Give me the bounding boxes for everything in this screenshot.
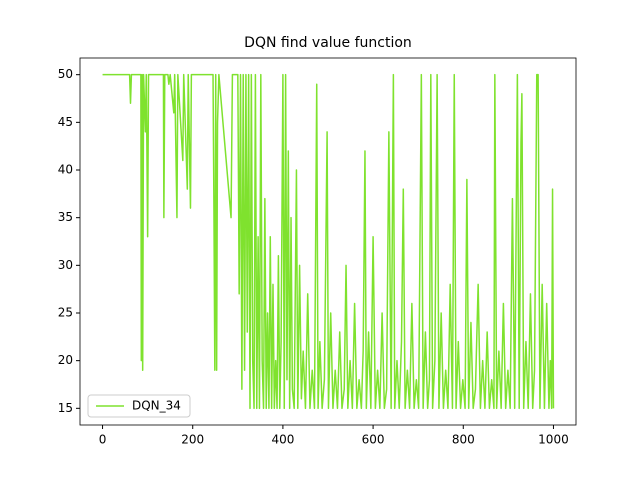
y-tick-label: 45	[58, 115, 73, 129]
legend-label: DQN_34	[132, 399, 181, 413]
y-tick-label: 15	[58, 401, 73, 415]
y-tick-label: 30	[58, 258, 73, 272]
legend-box	[87, 394, 191, 418]
plot-frame	[79, 57, 577, 426]
y-tick-label: 35	[58, 210, 73, 224]
x-tick-label: 400	[271, 433, 294, 447]
x-tick-label: 0	[99, 433, 107, 447]
y-tick-label: 40	[58, 163, 73, 177]
x-tick-label: 800	[452, 433, 475, 447]
chart-title: DQN find value function	[244, 35, 412, 51]
y-tick-label: 50	[58, 67, 73, 81]
y-tick-label: 25	[58, 305, 73, 319]
x-tick-label: 200	[181, 433, 204, 447]
data-line	[102, 73, 555, 410]
x-tick-label: 600	[362, 433, 385, 447]
y-tick-label: 20	[58, 353, 73, 367]
x-tick-label: 1000	[538, 433, 569, 447]
